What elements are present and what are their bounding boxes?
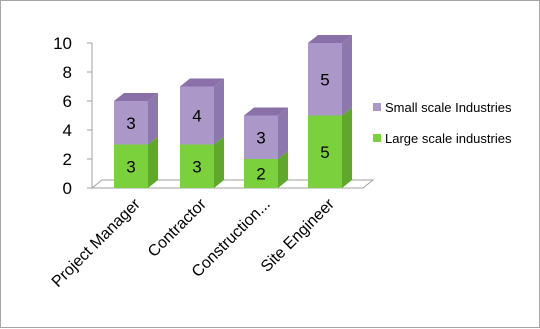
data-label: 5 bbox=[320, 143, 329, 162]
bar-segment: 3 bbox=[180, 136, 224, 188]
bar-segment: 5 bbox=[308, 35, 352, 116]
y-tick-label: 10 bbox=[53, 34, 72, 53]
legend-swatch bbox=[373, 134, 381, 142]
bar-front-face bbox=[114, 101, 148, 145]
y-tick-label: 2 bbox=[63, 150, 72, 169]
data-label: 5 bbox=[320, 70, 329, 89]
bar-side-face bbox=[214, 136, 224, 188]
y-tick-label: 8 bbox=[63, 63, 72, 82]
bar-top-face bbox=[244, 107, 288, 116]
data-label: 3 bbox=[126, 157, 135, 176]
bar-front-face bbox=[244, 115, 278, 159]
y-axis: 0 2 4 6 8 10 bbox=[53, 34, 93, 198]
bar-side-face bbox=[148, 93, 158, 145]
bar-side-face bbox=[278, 151, 288, 188]
y-tick-label: 0 bbox=[63, 179, 72, 198]
bar-front-face bbox=[114, 144, 148, 188]
legend: Small scale Industries Large scale indust… bbox=[373, 100, 512, 146]
bar-side-face bbox=[148, 136, 158, 188]
bar-front-face bbox=[308, 43, 342, 116]
bar-side-face bbox=[214, 78, 224, 145]
data-label: 4 bbox=[192, 107, 201, 126]
data-label: 3 bbox=[126, 114, 135, 133]
bar-front-face bbox=[244, 159, 278, 188]
y-tick-label: 4 bbox=[63, 121, 72, 140]
data-label: 2 bbox=[256, 165, 265, 184]
legend-label: Large scale industries bbox=[385, 131, 512, 146]
bar-segment: 3 bbox=[114, 136, 158, 188]
x-axis-labels: Project Manager ContractorConstruction...… bbox=[49, 195, 339, 291]
bars: 3 3 3 4 2 3 5 5 bbox=[114, 35, 352, 188]
legend-item: Small scale Industries bbox=[373, 100, 512, 115]
bar-top-face bbox=[180, 78, 224, 87]
bar-front-face bbox=[180, 86, 214, 145]
bar-side-face bbox=[342, 35, 352, 116]
x-category-label: Project Manager bbox=[49, 195, 145, 291]
bar-front-face bbox=[180, 144, 214, 188]
data-label: 3 bbox=[256, 128, 265, 147]
bar-segment: 3 bbox=[244, 107, 288, 159]
bar-front-face bbox=[308, 115, 342, 188]
bar-side-face bbox=[278, 107, 288, 159]
bar-top-face bbox=[114, 93, 158, 101]
bar-top-face bbox=[308, 35, 352, 43]
y-tick-label: 6 bbox=[63, 92, 72, 111]
bar-segment: 5 bbox=[308, 107, 352, 188]
bar-side-face bbox=[342, 107, 352, 188]
data-label: 3 bbox=[192, 157, 201, 176]
legend-label: Small scale Industries bbox=[385, 100, 512, 115]
legend-item: Large scale industries bbox=[373, 131, 512, 146]
legend-swatch bbox=[373, 103, 381, 111]
x-category-label: Contractor bbox=[145, 195, 210, 260]
bar-segment: 2 bbox=[244, 151, 288, 188]
bar-segment: 4 bbox=[180, 78, 224, 145]
bar-segment: 3 bbox=[114, 93, 158, 145]
